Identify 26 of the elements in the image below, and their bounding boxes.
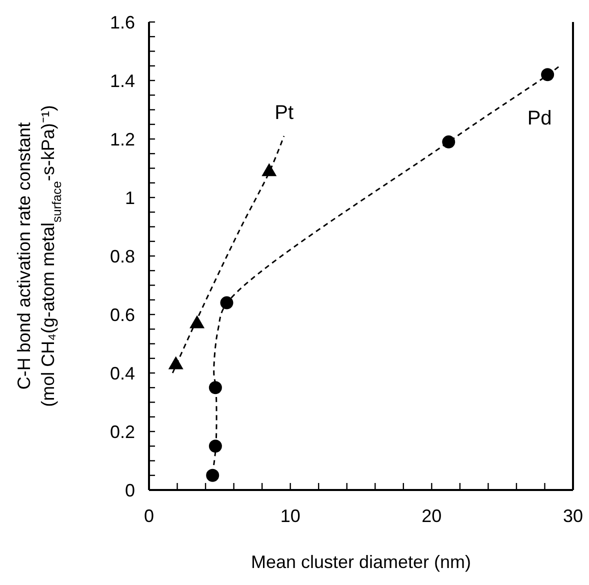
x-tick-label: 30: [562, 506, 584, 526]
point: [208, 381, 222, 394]
y-tick-label: 0.6: [110, 304, 135, 325]
x-axis-title: Mean cluster diameter (nm): [250, 552, 472, 572]
point: [541, 68, 554, 82]
y-tick-label: 1.6: [110, 12, 135, 32]
point: [190, 315, 205, 328]
x-tick-label: 0: [144, 506, 154, 526]
point: [220, 296, 234, 310]
y-tick-label: 0: [124, 480, 135, 500]
y-tick-label: 0.8: [110, 246, 135, 266]
series-label: Pt: [274, 102, 294, 124]
y-tick-label: 1.4: [110, 70, 135, 91]
point: [206, 468, 220, 482]
point: [442, 135, 456, 148]
x-tick-label: 20: [422, 506, 442, 526]
y-tick-label: 1.2: [110, 129, 135, 150]
series-label: Pd: [527, 108, 552, 130]
point: [208, 440, 222, 453]
x-tick-label: 10: [280, 506, 300, 526]
point: [168, 356, 184, 370]
line-series: [172, 135, 285, 374]
y-tick-label: 0.2: [110, 422, 135, 442]
y-tick-label: 0.4: [110, 363, 135, 384]
y-tick-label: 1: [124, 188, 135, 208]
point: [262, 163, 277, 176]
